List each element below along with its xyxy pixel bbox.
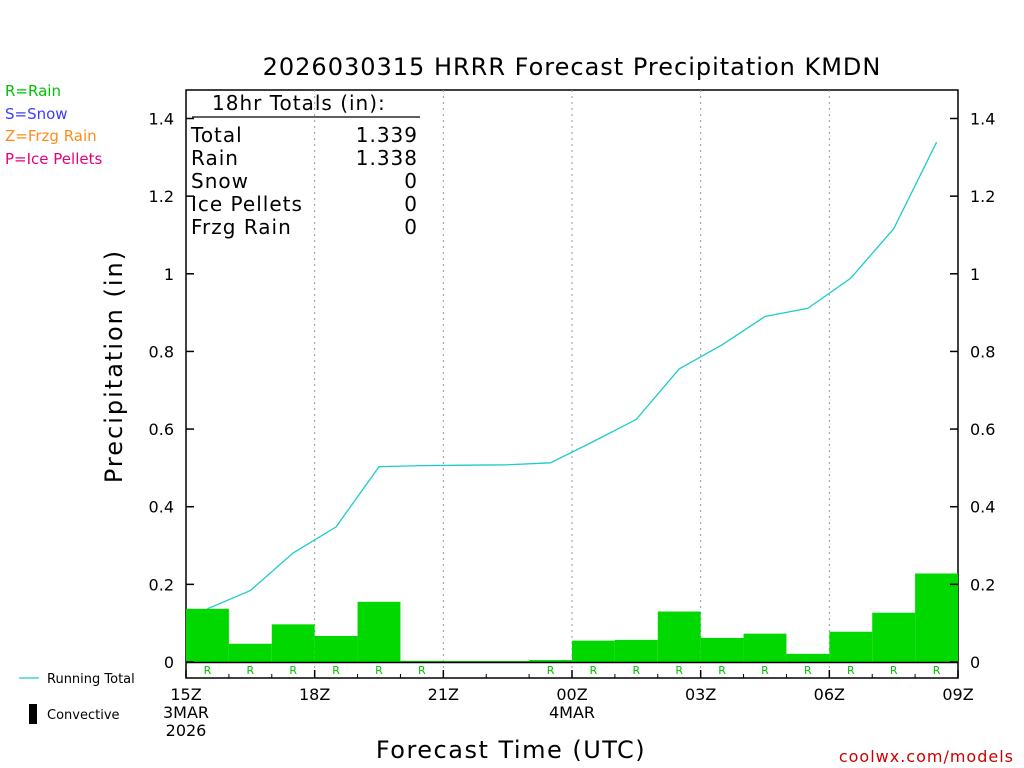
y-tick-label-right: 1.4: [970, 110, 995, 129]
precip-bar: [486, 661, 530, 662]
y-tick-label-left: 1.4: [149, 110, 174, 129]
precip-bar: [915, 573, 958, 662]
precip-bar: [872, 612, 916, 662]
totals-value-total: 1.339: [356, 123, 418, 147]
legend-frzg-rain: Z=Frzg Rain: [5, 127, 97, 145]
precip-bar: [572, 640, 615, 662]
totals-value-frzg-rain: 0: [404, 215, 418, 239]
precip-bar: [314, 635, 358, 662]
x-tick-label: 15Z: [170, 685, 201, 704]
precip-type-mark: R: [761, 664, 769, 677]
y-tick-label-right: 0.6: [970, 420, 995, 439]
x-tick-label: 3MAR: [163, 703, 209, 722]
y-tick-label-right: 0.8: [970, 342, 995, 361]
precip-bar: [786, 653, 830, 662]
precip-type-mark: R: [332, 664, 340, 677]
y-tick-label-right: 0.4: [970, 498, 995, 517]
totals-value-ice-pellets: 0: [404, 192, 418, 216]
precip-type-mark: R: [633, 664, 641, 677]
precip-bar: [700, 637, 744, 662]
bar-series: [186, 573, 958, 664]
running-total-label: Running Total: [47, 672, 135, 687]
precip-bar: [228, 643, 272, 662]
precip-bar: [657, 611, 701, 662]
y-tick-label-right: 0: [970, 653, 980, 672]
precip-type-mark: R: [247, 664, 255, 677]
precip-type-mark: R: [289, 664, 297, 677]
precip-type-mark: R: [590, 664, 598, 677]
precip-type-mark: R: [675, 664, 683, 677]
convective-label: Convective: [47, 708, 120, 723]
precip-bar: [357, 601, 401, 662]
precip-type-mark: R: [418, 664, 426, 677]
precip-bar: [443, 661, 487, 662]
y-tick-label-left: 0.2: [149, 575, 174, 594]
totals-label-ice-pellets: Ice Pellets: [191, 192, 303, 216]
precip-bar: [614, 639, 658, 662]
x-tick-label: 18Z: [299, 685, 330, 704]
totals-label-snow: Snow: [191, 169, 249, 193]
precip-bar: [743, 633, 787, 662]
y-tick-label-right: 1.2: [970, 187, 995, 206]
totals-label-total: Total: [190, 123, 243, 147]
totals-header: 18hr Totals (in):: [212, 91, 386, 115]
precip-type-mark: R: [547, 664, 555, 677]
totals-box: 18hr Totals (in): Total 1.339 Rain 1.338…: [190, 91, 420, 239]
x-tick-label: 06Z: [814, 685, 845, 704]
y-tick-label-right: 1: [970, 265, 980, 284]
y-tick-label-left: 0.8: [149, 342, 174, 361]
precip-type-mark: R: [847, 664, 855, 677]
y-axis-ticks: 0 00.2 0.20.4 0.40.6 0.60.8 0.81 11.2 1.21.4 1.4: [149, 110, 996, 673]
x-axis-title: Forecast Time (UTC): [376, 736, 646, 764]
totals-label-rain: Rain: [191, 146, 239, 170]
precip-bar: [271, 624, 315, 662]
x-tick-label: 21Z: [428, 685, 459, 704]
y-axis-title: Precipitation (in): [100, 249, 128, 483]
y-tick-label-right: 0.2: [970, 575, 995, 594]
type-legend: R=Rain S=Snow Z=Frzg Rain P=Ice Pellets: [5, 82, 102, 168]
precip-bar: [529, 660, 572, 662]
precip-type-mark: R: [804, 664, 812, 677]
totals-value-rain: 1.338: [356, 146, 418, 170]
running-total-line: [207, 141, 938, 610]
precip-type-mark: R: [890, 664, 898, 677]
x-gridlines: [314, 90, 830, 678]
x-tick-label: 4MAR: [549, 703, 595, 722]
totals-value-snow: 0: [404, 169, 418, 193]
convective-swatch: [29, 704, 37, 724]
x-tick-label: 00Z: [556, 685, 587, 704]
y-tick-label-left: 0.4: [149, 498, 174, 517]
legend-ice-pellets: P=Ice Pellets: [5, 150, 102, 168]
precip-type-mark: R: [375, 664, 383, 677]
precip-bar: [400, 660, 444, 662]
credit-text: coolwx.com/models: [839, 747, 1014, 766]
y-tick-label-left: 0: [164, 653, 174, 672]
precip-type-mark: R: [718, 664, 726, 677]
y-tick-label-left: 1.2: [149, 187, 174, 206]
x-tick-label: 03Z: [685, 685, 716, 704]
precip-bar: [186, 608, 229, 662]
y-tick-label-left: 0.6: [149, 420, 174, 439]
y-tick-label-left: 1: [164, 265, 174, 284]
bottom-legend: Running Total Convective: [19, 672, 135, 724]
legend-rain: R=Rain: [5, 82, 61, 100]
x-tick-label: 09Z: [942, 685, 973, 704]
legend-snow: S=Snow: [5, 105, 68, 123]
chart-title: 2026030315 HRRR Forecast Precipitation K…: [263, 53, 882, 81]
x-tick-label: 2026: [166, 721, 207, 740]
totals-label-frzg-rain: Frzg Rain: [191, 215, 292, 239]
precip-type-mark: R: [933, 664, 941, 677]
precip-type-mark: R: [204, 664, 212, 677]
precip-bar: [829, 631, 873, 662]
